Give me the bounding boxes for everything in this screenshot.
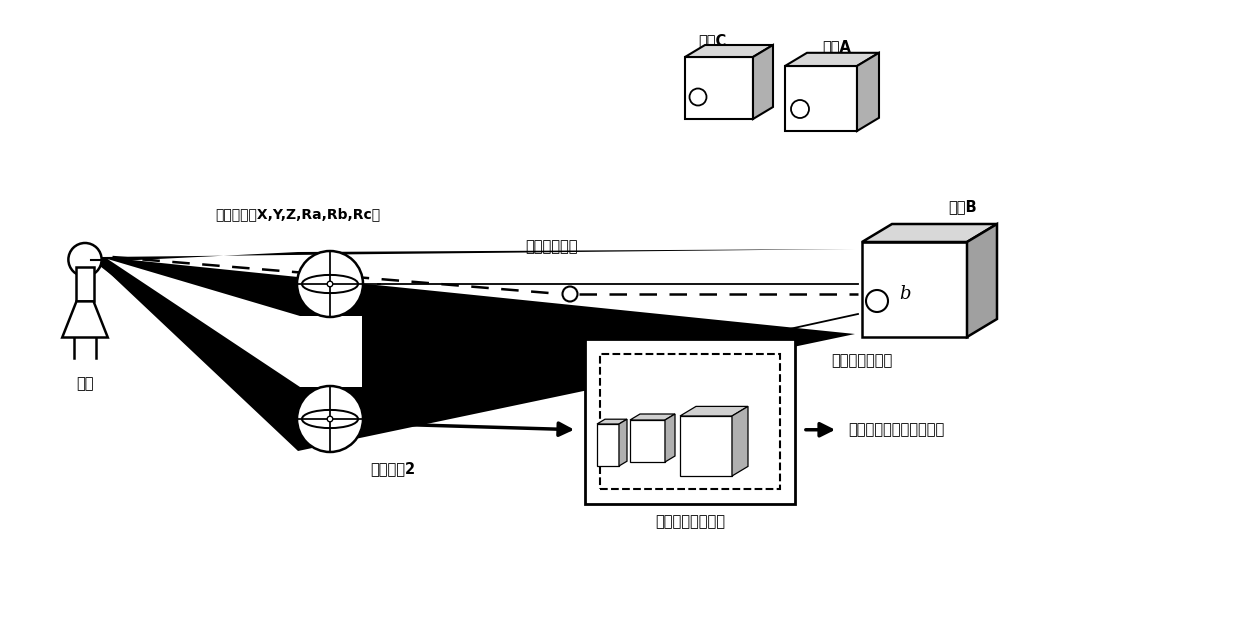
Polygon shape — [620, 419, 627, 466]
Text: b: b — [900, 285, 911, 303]
Text: 输出用户视野图像: 输出用户视野图像 — [655, 514, 725, 529]
Polygon shape — [98, 257, 855, 451]
Polygon shape — [685, 57, 753, 119]
Polygon shape — [98, 249, 855, 262]
Polygon shape — [98, 257, 299, 419]
Polygon shape — [732, 407, 748, 476]
Text: 物体B: 物体B — [948, 199, 976, 215]
Text: 没有三维交汇: 没有三维交汇 — [525, 240, 577, 254]
Polygon shape — [685, 45, 773, 57]
Circle shape — [297, 251, 363, 317]
Polygon shape — [786, 53, 878, 66]
Text: 物体C: 物体C — [698, 33, 726, 48]
Bar — [585, 339, 795, 504]
Text: a: a — [567, 306, 577, 322]
Polygon shape — [680, 407, 748, 416]
Text: 用户: 用户 — [77, 376, 94, 391]
Polygon shape — [597, 419, 627, 424]
Polygon shape — [108, 259, 362, 387]
Polygon shape — [786, 66, 857, 131]
Text: 检测到三维交汇: 检测到三维交汇 — [831, 353, 892, 368]
Polygon shape — [862, 242, 966, 337]
Polygon shape — [629, 414, 675, 420]
Text: 全景相机1: 全景相机1 — [370, 324, 415, 339]
Polygon shape — [857, 53, 878, 131]
Polygon shape — [753, 45, 773, 119]
Circle shape — [563, 287, 577, 301]
Text: 三维视线（X,Y,Z,Ra,Rb,Rc）: 三维视线（X,Y,Z,Ra,Rb,Rc） — [216, 207, 380, 221]
Text: 基于用户意图理解的服务: 基于用户意图理解的服务 — [847, 422, 944, 437]
Circle shape — [790, 100, 809, 118]
Circle shape — [327, 281, 333, 287]
Text: 全景相机2: 全景相机2 — [370, 462, 415, 477]
Circle shape — [297, 386, 363, 452]
Polygon shape — [597, 424, 620, 466]
Text: 全景图像: 全景图像 — [590, 319, 624, 334]
Polygon shape — [862, 224, 997, 242]
Text: 物体A: 物体A — [821, 40, 851, 54]
Circle shape — [866, 290, 888, 312]
Polygon shape — [629, 420, 665, 462]
Circle shape — [327, 416, 333, 422]
Circle shape — [689, 89, 706, 105]
Polygon shape — [62, 301, 108, 337]
Bar — [600, 354, 781, 489]
Polygon shape — [966, 224, 997, 337]
Bar — [77, 267, 94, 301]
Polygon shape — [680, 416, 732, 476]
Polygon shape — [665, 414, 675, 462]
Circle shape — [68, 243, 102, 276]
